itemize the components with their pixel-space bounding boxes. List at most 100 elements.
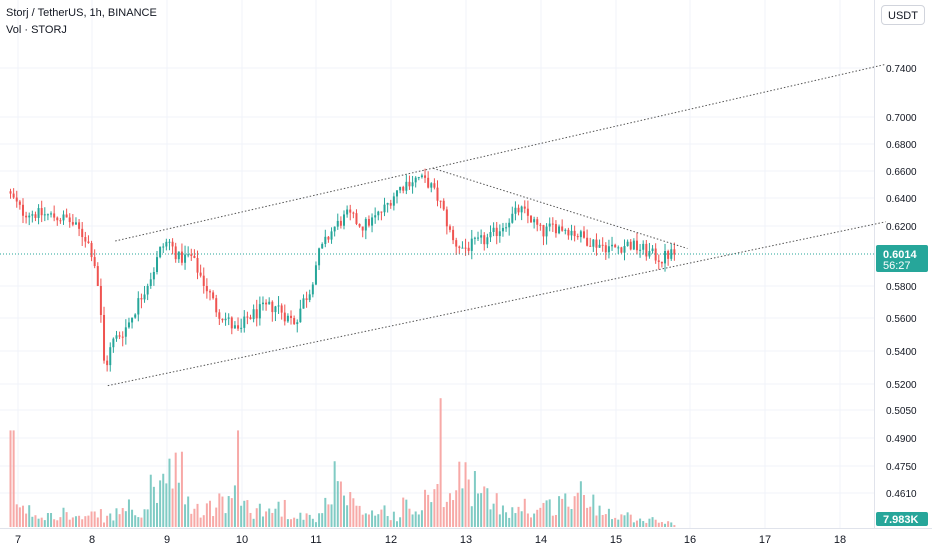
volume-bar — [184, 504, 187, 527]
candle-body — [427, 177, 430, 188]
time-tick-label: 12 — [385, 534, 397, 546]
volume-bar — [542, 502, 545, 527]
candle-body — [208, 291, 211, 293]
volume-bar — [118, 514, 121, 527]
volume-bar — [199, 517, 202, 527]
currency-button[interactable]: USDT — [881, 5, 925, 25]
symbol-title[interactable]: Storj / TetherUS, 1h, BINANCE — [6, 7, 157, 19]
volume-bar — [595, 515, 598, 527]
volume-bar — [205, 503, 208, 527]
candle-body — [545, 226, 548, 237]
candle-body — [131, 317, 134, 323]
price-axis[interactable]: 0.7400 0.7000 0.6800 0.6600 0.6400 0.6200 0.58… — [886, 64, 917, 500]
candle-body — [68, 217, 71, 223]
candle-body — [511, 213, 514, 223]
candle-body — [274, 306, 277, 313]
volume-bar — [134, 515, 137, 527]
volume-value-badge: 7.983K — [876, 512, 928, 526]
candle-body — [433, 183, 436, 188]
candle-body — [395, 190, 398, 197]
candle-body — [626, 241, 629, 247]
volume-bar — [149, 474, 152, 527]
volume-bar — [548, 499, 551, 527]
candle-body — [103, 314, 106, 361]
candle-body — [9, 191, 12, 194]
candle-body — [352, 212, 355, 214]
candle-body — [383, 204, 386, 213]
time-tick-label: 10 — [236, 534, 248, 546]
volume-bar — [74, 516, 77, 527]
price-tick-label: 0.5800 — [886, 282, 917, 293]
volume-bar — [420, 510, 423, 527]
price-tick-label: 0.7000 — [886, 113, 917, 124]
volume-indicator-label[interactable]: Vol · STORJ — [6, 24, 67, 36]
volume-layer — [9, 398, 676, 527]
price-tick-label: 0.4900 — [886, 434, 917, 445]
candle-body — [330, 231, 333, 240]
volume-bar — [9, 430, 12, 527]
volume-bar — [162, 473, 165, 527]
volume-bar — [249, 512, 252, 527]
volume-bar — [165, 483, 168, 527]
trendline-upper-channel[interactable] — [115, 63, 886, 242]
volume-bar — [433, 489, 436, 527]
volume-bar — [508, 517, 511, 527]
candle-body — [589, 245, 592, 247]
candle-body — [177, 251, 180, 260]
candle-body — [673, 249, 676, 255]
volume-bar — [601, 514, 604, 527]
candle-body — [377, 211, 380, 216]
candle-body — [651, 248, 654, 252]
candle-body — [654, 248, 657, 261]
candle-body — [408, 181, 411, 187]
volume-bar — [461, 488, 464, 527]
candle-body — [389, 203, 392, 206]
candle-body — [165, 241, 168, 247]
candle-body — [15, 197, 18, 202]
volume-bar — [299, 512, 302, 527]
volume-bar — [252, 518, 255, 527]
candle-body — [442, 200, 445, 210]
candle-body — [374, 215, 377, 218]
candle-body — [411, 182, 414, 187]
countdown-label: 56:27 — [883, 260, 911, 272]
volume-bar — [492, 503, 495, 527]
candle-body — [243, 316, 246, 328]
volume-bar — [137, 517, 140, 527]
candle-body — [321, 244, 324, 249]
volume-bar — [25, 513, 28, 527]
volume-bar — [614, 517, 617, 527]
candle-body — [417, 177, 420, 179]
candle-body — [268, 301, 271, 305]
candle-body — [221, 318, 224, 321]
candle-body — [458, 246, 461, 248]
volume-bar — [442, 507, 445, 527]
candle-body — [152, 271, 155, 280]
volume-bar — [533, 513, 536, 527]
current-price-badge: 0.6014 56:27 — [876, 245, 928, 272]
volume-bar — [343, 495, 346, 527]
time-axis[interactable]: 7 8 9 10 11 12 13 14 15 16 17 18 — [15, 534, 846, 546]
candle-body — [598, 244, 601, 248]
trendline-lower-channel[interactable] — [107, 221, 886, 387]
volume-bar — [355, 505, 358, 527]
candle-body — [218, 312, 221, 319]
candle-body — [37, 208, 40, 218]
volume-bar — [455, 490, 458, 527]
volume-bar — [255, 508, 258, 527]
candle-body — [93, 257, 96, 267]
candle-body — [159, 246, 162, 258]
candle-body — [424, 175, 427, 178]
candle-body — [215, 298, 218, 313]
candle-body — [436, 187, 439, 201]
volume-bar — [265, 511, 268, 527]
volume-bar — [576, 492, 579, 527]
volume-bar — [37, 518, 40, 527]
candle-body — [146, 285, 149, 295]
trendline-descending-resistance[interactable] — [432, 167, 688, 249]
trendline-layer[interactable] — [107, 63, 886, 387]
candle-body — [664, 251, 667, 264]
price-tick-label: 0.6600 — [886, 167, 917, 178]
